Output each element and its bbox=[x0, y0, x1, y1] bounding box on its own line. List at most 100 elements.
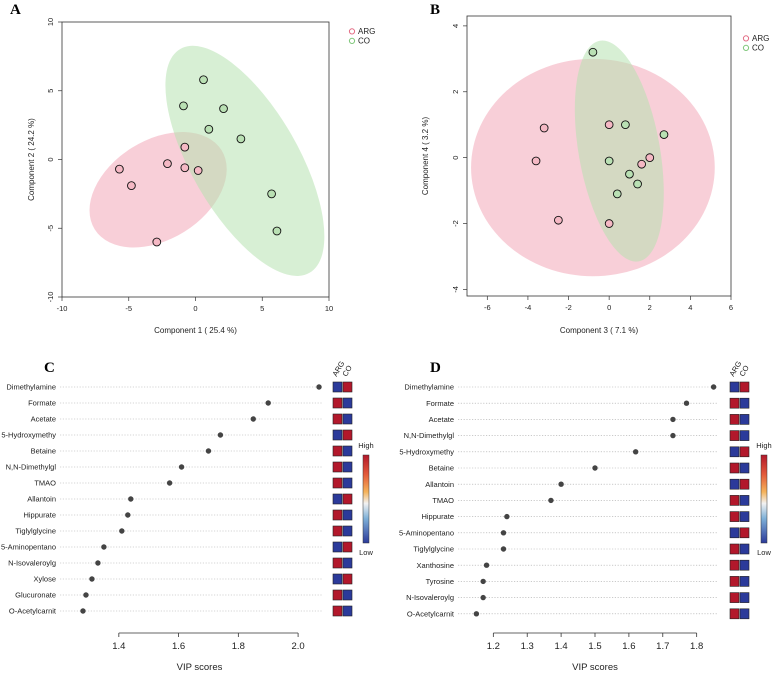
arg-point bbox=[604, 120, 614, 130]
x-tick-label: -6 bbox=[484, 303, 491, 312]
arg-series bbox=[115, 142, 203, 247]
arg-point bbox=[193, 166, 203, 175]
vip-point bbox=[265, 400, 271, 406]
x-tick-label: 1.4 bbox=[555, 641, 568, 652]
metabolite-label: O-Acetylcarnit bbox=[407, 609, 455, 618]
arg-point bbox=[163, 159, 172, 168]
legend-label-arg: ARG bbox=[752, 34, 769, 43]
co-point bbox=[633, 179, 642, 189]
legend-label-co: CO bbox=[752, 44, 764, 53]
metabolite-label: Xanthosine bbox=[416, 561, 454, 570]
co-series bbox=[179, 75, 282, 236]
vip-row: N-Isovaleroylg bbox=[8, 557, 353, 569]
metabolite-label: Glucuronate bbox=[15, 591, 56, 600]
co-point bbox=[179, 101, 188, 111]
vip-point bbox=[483, 562, 490, 568]
vip-point bbox=[217, 432, 224, 438]
heat-cell-co bbox=[342, 509, 353, 521]
co-point bbox=[621, 120, 630, 130]
vip-row: Xylose bbox=[33, 573, 353, 585]
vip-point bbox=[178, 464, 185, 470]
vip-row: N,N-Dimethylgl bbox=[6, 461, 353, 473]
heat-cell-co bbox=[342, 605, 353, 617]
heat-cell-co bbox=[739, 543, 750, 555]
co-point bbox=[272, 226, 282, 236]
heat-cell-arg bbox=[332, 541, 343, 553]
co-ellipse bbox=[574, 40, 664, 262]
heat-cell-arg bbox=[729, 397, 740, 409]
metabolite-label: Hippurate bbox=[23, 511, 56, 520]
x-tick-label: 1.5 bbox=[588, 641, 601, 652]
heat-cell-arg bbox=[332, 429, 343, 441]
arg-point bbox=[152, 237, 162, 247]
metabolite-label: Formate bbox=[426, 399, 454, 408]
x-tick-label: 1.8 bbox=[690, 641, 703, 652]
heat-cell-arg bbox=[729, 511, 740, 522]
x-tick-label: -10 bbox=[57, 304, 68, 313]
heat-cell-arg bbox=[729, 576, 740, 587]
co-point bbox=[588, 47, 598, 57]
heat-cell-arg bbox=[332, 605, 343, 617]
metabolite-label: N-Isovaleroylg bbox=[8, 559, 56, 568]
legend-marker-arg bbox=[348, 28, 356, 35]
metabolite-label: Xylose bbox=[33, 575, 56, 584]
color-scale: High Low bbox=[756, 441, 771, 557]
vip-point bbox=[632, 449, 639, 455]
co-point bbox=[625, 169, 634, 179]
x-tick-label: -2 bbox=[565, 303, 572, 312]
heat-cell-co bbox=[342, 493, 353, 505]
x-tick-label: 1.8 bbox=[232, 641, 245, 652]
arg-point bbox=[531, 156, 541, 166]
vip-row: 5-Hydroxymethy bbox=[1, 429, 353, 441]
vip-point bbox=[166, 480, 173, 486]
vip-row: Betaine bbox=[31, 445, 353, 457]
vip-row: N-Isovaleroylg bbox=[406, 592, 750, 603]
vip-row: Dimethylamine bbox=[404, 381, 750, 393]
plot-frame bbox=[466, 15, 732, 297]
y-tick-label: -10 bbox=[46, 292, 55, 303]
metabolite-label: Allantoin bbox=[27, 495, 56, 504]
panel-c: C Dimethylamine Formate Acetate 5-Hydroxymet… bbox=[1, 359, 374, 673]
arg-point bbox=[539, 123, 549, 133]
metabolite-label: N,N-Dimethylgl bbox=[404, 431, 455, 440]
vip-point bbox=[473, 611, 480, 617]
heat-cell-arg bbox=[332, 493, 343, 505]
vip-point bbox=[83, 592, 89, 598]
metabolite-label: Acetate bbox=[31, 415, 56, 424]
vip-point bbox=[504, 513, 510, 520]
scale-high-label: High bbox=[358, 441, 373, 450]
metabolite-label: O-Acetylcarnit bbox=[9, 607, 57, 616]
panel-b: B -6 -4 -2 0 2 4 6 -4 -2 0 2 4 Component 3 ( 7.1 %) Co… bbox=[421, 2, 769, 335]
y-tick-label: 0 bbox=[451, 156, 460, 160]
vip-point bbox=[316, 384, 322, 390]
vip-point bbox=[128, 496, 134, 502]
x-tick-label: 1.7 bbox=[656, 641, 669, 652]
arg-point bbox=[604, 219, 614, 228]
co-point bbox=[267, 189, 276, 199]
x-tick-label: 1.2 bbox=[487, 641, 500, 652]
heat-cell-arg bbox=[729, 608, 740, 620]
color-scale-bar bbox=[362, 454, 370, 544]
x-tick-label: 2.0 bbox=[291, 641, 304, 652]
co-point bbox=[612, 189, 622, 199]
legend-label-arg: ARG bbox=[358, 27, 375, 36]
legend-marker-co bbox=[348, 37, 356, 45]
metabolite-label: Hippurate bbox=[421, 512, 454, 521]
confidence-ellipses bbox=[89, 45, 325, 276]
heat-cell-arg bbox=[332, 477, 343, 489]
metabolite-label: 5-Aminopentano bbox=[1, 543, 56, 552]
co-point bbox=[659, 130, 669, 139]
vip-row: 5-Hydroxymethy bbox=[399, 446, 750, 458]
heat-cell-co bbox=[739, 414, 750, 425]
heat-cell-co bbox=[342, 397, 353, 409]
co-point bbox=[204, 124, 214, 134]
vip-row: O-Acetylcarnit bbox=[9, 605, 353, 617]
heat-cell-arg bbox=[332, 509, 343, 521]
y-tick-label: 2 bbox=[451, 90, 460, 94]
x-tick-label: -4 bbox=[525, 303, 532, 312]
heat-cell-co bbox=[342, 461, 353, 473]
x-tick-label: 2 bbox=[648, 303, 652, 312]
vip-point bbox=[670, 416, 676, 423]
heat-cell-co bbox=[739, 381, 750, 393]
